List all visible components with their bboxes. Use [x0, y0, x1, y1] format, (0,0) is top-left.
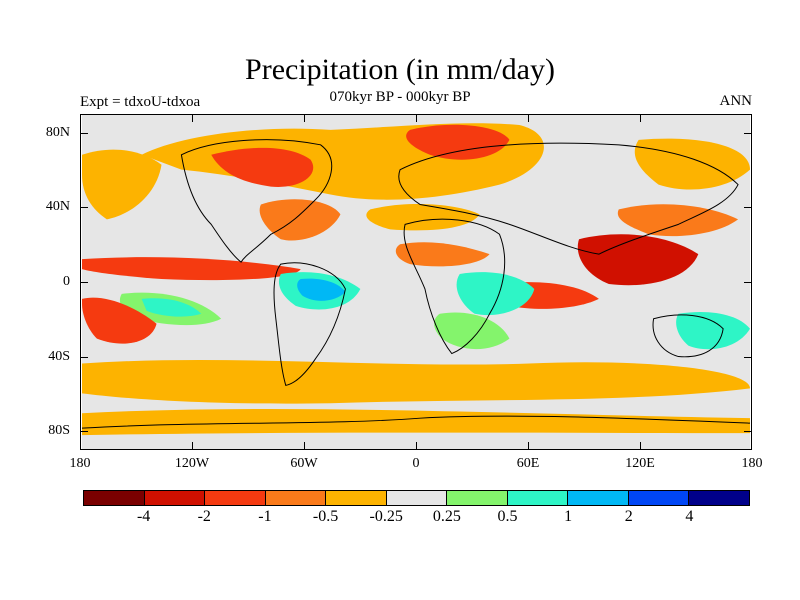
colorbar-label: 0.25: [432, 508, 461, 525]
anomaly-africa-wet: [456, 272, 535, 316]
colorbar-label: 4: [685, 508, 694, 525]
lat-label-40n: 40N: [45, 199, 70, 214]
colorbar-label: -4: [136, 508, 151, 525]
lon-label-60w: 60W: [290, 456, 318, 471]
lat-label-40s: 40S: [48, 349, 70, 364]
anomaly-itcz-pacific: [82, 257, 301, 281]
coastline-africa: [403, 218, 506, 355]
lat-label-80n: 80N: [45, 125, 70, 140]
lon-label-120e: 120E: [625, 456, 655, 471]
lon-label-180-west: 180: [69, 456, 91, 471]
lon-label-60e: 60E: [516, 456, 540, 471]
colorbar-label: 0.5: [497, 508, 518, 525]
colorbar-label: 2: [624, 508, 633, 525]
anomaly-south-pacific-cyan: [141, 298, 202, 317]
anomaly-north-pacific: [82, 149, 162, 220]
colorbar-swatch: [447, 491, 508, 505]
colorbar-label: -1: [258, 508, 272, 525]
colorbar-swatch: [568, 491, 629, 505]
colorbar-swatch: [265, 491, 327, 505]
anomaly-mediterranean: [366, 204, 480, 231]
anomaly-usa-east: [259, 199, 341, 241]
colorbar-swatch: [628, 491, 690, 505]
anomaly-antarctic-band: [82, 408, 750, 436]
anomaly-north-red-2: [406, 124, 510, 160]
anomaly-asia-mid: [617, 204, 739, 237]
anomaly-north-red: [211, 147, 314, 187]
anomaly-amazon-blue: [297, 278, 346, 301]
anomaly-africa-sahel: [395, 242, 490, 267]
anomaly-africa-green: [434, 312, 510, 350]
coastline-antarctica: [81, 415, 751, 429]
precipitation-map: [80, 114, 752, 450]
anomaly-maritime-red: [577, 234, 699, 286]
coastline-north-america: [180, 139, 333, 263]
season-label: ANN: [719, 93, 753, 109]
colorbar-label: -0.5: [312, 508, 339, 525]
lat-label-80s: 80S: [48, 423, 70, 438]
anomaly-south-pacific-red: [82, 297, 157, 344]
experiment-label: Expt = tdxoU-tdxoa: [80, 94, 201, 110]
coastline-eurasia: [398, 142, 739, 255]
coastlines: [81, 139, 751, 429]
colorbar-label: -2: [197, 508, 211, 525]
colorbar: [83, 490, 750, 506]
colorbar-label: 1: [564, 508, 573, 525]
colorbar-swatch: [84, 491, 145, 505]
chart-subtitle: 070kyr BP - 000kyr BP: [329, 89, 471, 105]
colorbar-swatch: [507, 491, 569, 505]
lon-label-120w: 120W: [174, 456, 210, 471]
colorbar-swatch: [144, 491, 206, 505]
colorbar-swatch: [205, 491, 266, 505]
chart-title: Precipitation (in mm/day): [245, 53, 555, 86]
lat-label-0: 0: [63, 274, 70, 289]
colorbar-label: -0.25: [369, 508, 403, 525]
lon-label-180-east: 180: [741, 456, 763, 471]
coastline-australia: [652, 314, 724, 358]
colorbar-swatch: [326, 491, 387, 505]
anomaly-australia-wet: [676, 311, 750, 350]
colorbar-swatch: [689, 491, 750, 505]
lon-label-0: 0: [412, 456, 420, 471]
coastline-south-america: [273, 262, 346, 386]
anomaly-southern-ocean: [82, 360, 750, 404]
colorbar-swatch: [386, 491, 448, 505]
